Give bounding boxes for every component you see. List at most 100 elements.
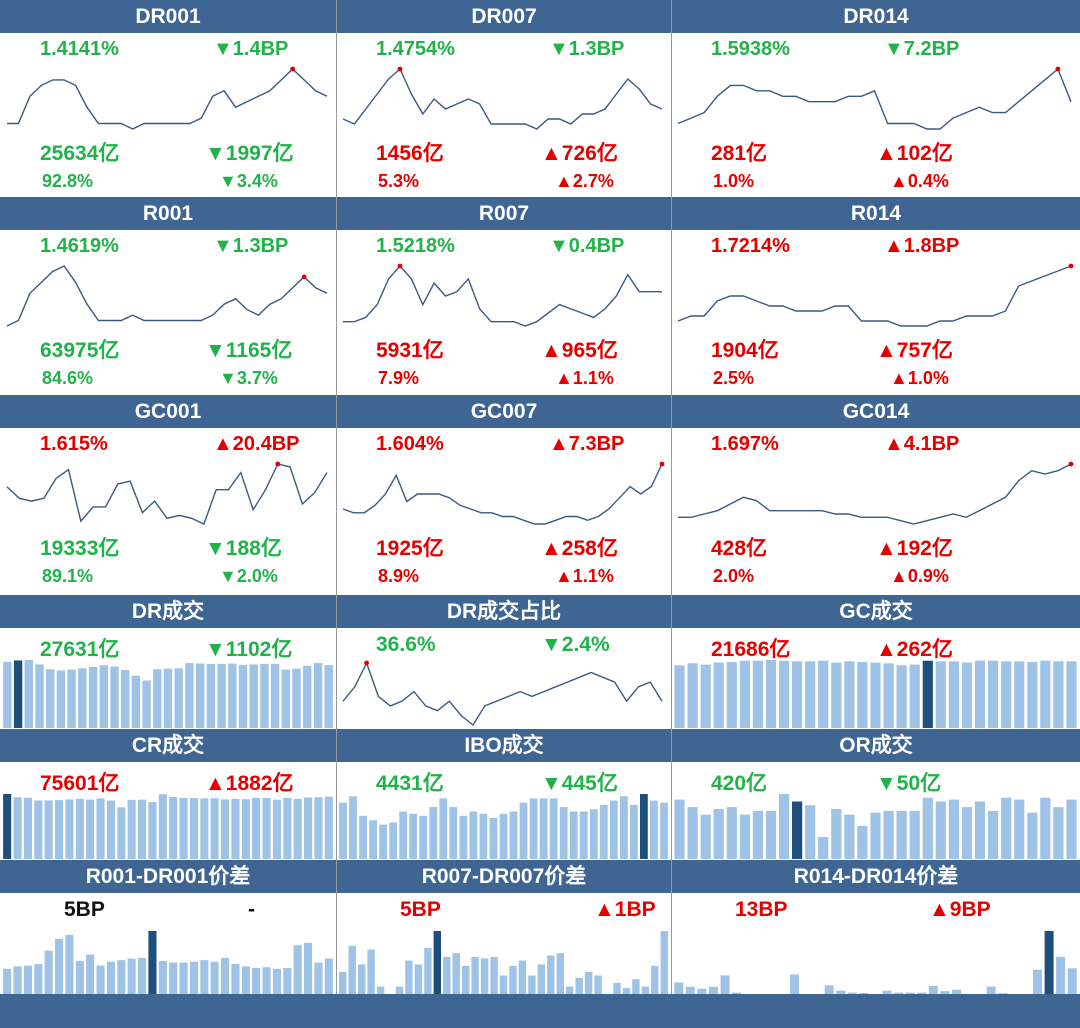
rate-value: 1.4619% [40,235,119,257]
bar [281,669,290,728]
bar [228,663,237,728]
chart-bar [3,660,333,728]
panel-title: GC成交 [672,595,1080,628]
bar [158,794,167,859]
peak-point [1068,263,1074,269]
summary-change: ▼445亿 [541,772,618,795]
bar [293,945,302,994]
bar [86,954,95,994]
bar [974,801,986,859]
bar [988,810,999,859]
rate-value: 1.7214% [711,235,790,257]
panel-title: DR001 [0,0,336,33]
footer-bar [0,994,1080,1028]
bar [459,815,468,859]
bar [480,958,489,994]
bar [158,960,167,994]
share-change: ▼2.0% [219,566,278,586]
volume-change: ▲258亿 [541,537,618,560]
rate-change: ▲20.4BP [213,433,300,455]
bar [78,668,87,728]
bar [566,986,574,994]
bar [262,797,271,859]
bar [831,662,842,728]
share-value: 2.5% [713,368,755,388]
bar-highlight [792,801,803,859]
bar [75,960,84,994]
bar [687,807,698,859]
rate-change: ▲4.1BP [884,433,960,455]
share-value: 7.9% [378,368,420,388]
chart-bar [674,660,1077,728]
bar [96,965,105,994]
bar [651,965,659,994]
share-change: ▼3.4% [219,171,278,191]
bar [163,668,173,728]
bar [367,949,375,994]
chart-line [6,461,328,525]
bar [685,986,695,994]
rate-value: 1.697% [711,433,779,455]
panel-title: R014-DR014价差 [672,860,1080,893]
bar [998,993,1008,994]
bar [272,968,281,994]
bar [870,812,881,859]
bar [922,797,933,859]
summary-change: - [248,898,255,921]
rate-change: ▲1.8BP [884,235,960,257]
bar [471,956,479,994]
share-value: 2.0% [713,566,755,586]
bar [339,971,347,994]
share-change: ▲1.1% [555,566,614,586]
bar [34,964,43,994]
chart-line-series [7,68,328,130]
bar [189,798,198,859]
summary-value: 4431亿 [376,772,444,795]
bar [292,668,301,728]
chart-line-series [343,264,662,327]
panel-title: IBO成交 [337,729,671,762]
bar [818,837,829,859]
bar [324,665,333,728]
share-value: 1.0% [713,171,755,191]
bar [65,799,74,859]
bar [1053,661,1064,728]
bar [142,680,151,728]
rate-value: 1.4141% [40,38,119,60]
bar [314,797,323,859]
bar [697,988,707,994]
volume-value: 1925亿 [376,537,444,560]
bar [490,956,498,994]
bar [713,662,724,728]
bar [65,934,74,994]
bar [805,805,816,859]
column-divider [336,0,337,994]
volume-change: ▲757亿 [876,339,953,362]
chart-bar [674,794,1077,859]
summary-value: 21686亿 [711,638,791,661]
bar [169,797,178,859]
bar [988,660,999,728]
rate-change: ▼7.2BP [884,38,960,60]
volume-change: ▲726亿 [541,142,618,165]
panel-title: GC014 [672,395,1080,428]
bar [238,664,248,728]
bar [519,802,528,859]
summary-change: ▲1882亿 [205,772,294,795]
volume-change: ▼1165亿 [205,339,293,362]
bar-highlight [922,660,933,728]
bar [765,810,777,859]
bar [349,796,357,859]
bar [399,811,408,859]
bar [270,663,280,728]
chart-line [342,461,665,525]
bar [499,813,508,859]
bar [952,989,961,994]
bar [449,807,458,859]
bar [189,961,198,994]
chart-line-series [677,265,1072,327]
bar [3,661,12,728]
summary-change: ▼1102亿 [205,638,293,661]
rate-value: 1.604% [376,433,444,455]
